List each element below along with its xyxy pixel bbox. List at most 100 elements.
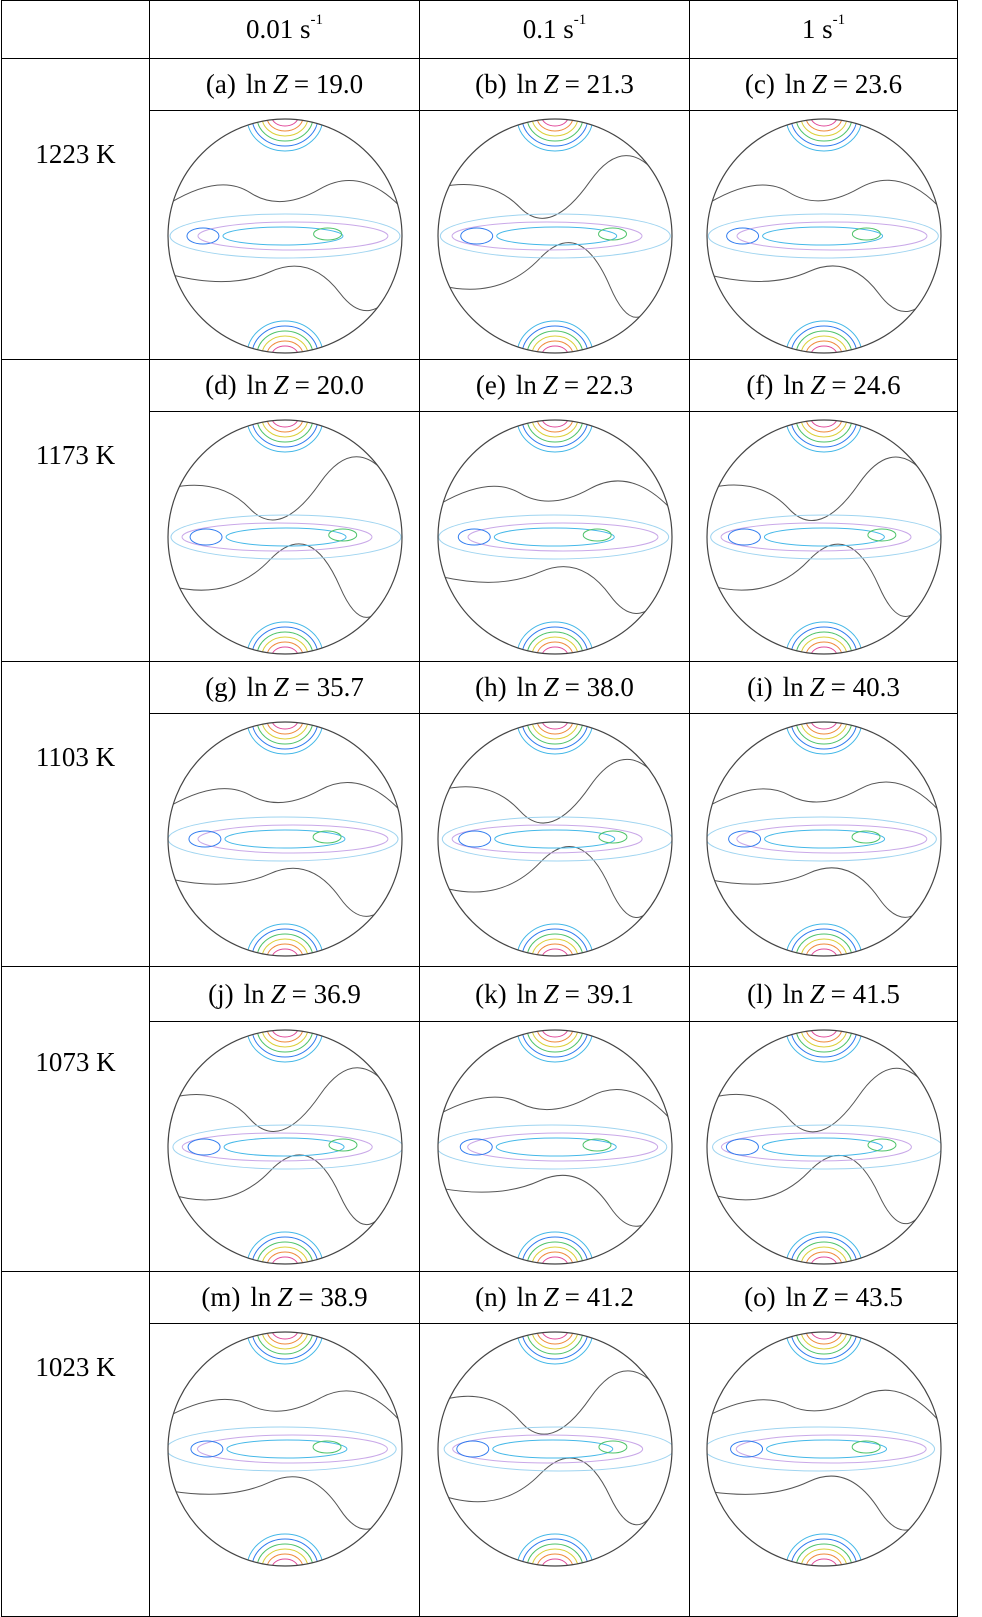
pole-contour [795, 933, 852, 956]
band-contour [167, 1426, 397, 1472]
outline-contour [708, 179, 939, 312]
pole-contour [526, 933, 583, 956]
contours [708, 1030, 941, 1264]
pole-contour [526, 1543, 583, 1566]
panel-var: Z [810, 370, 826, 400]
panel-var: Z [543, 1282, 559, 1312]
pole-contour [800, 722, 847, 740]
pole-contour [800, 938, 847, 956]
band-contour [169, 213, 400, 259]
image-row [2, 1323, 958, 1617]
pole-contour [536, 420, 573, 433]
panel-tag: (f) [746, 370, 774, 400]
pole-contour [785, 320, 862, 353]
band-peak [725, 227, 759, 245]
band-peak [582, 1138, 612, 1152]
band-peak [455, 1440, 489, 1458]
pole-contour [541, 1332, 568, 1340]
band-contour [707, 213, 939, 259]
pole-contour [266, 1553, 303, 1566]
pole-contour [516, 621, 593, 654]
pole-contour [526, 722, 583, 745]
panel-tag: (o) [744, 1282, 776, 1312]
pole-boundary [705, 118, 942, 354]
image-cell [419, 1021, 690, 1272]
band-contour [493, 829, 615, 849]
pole-contour [810, 119, 837, 127]
panel-label: (m) ln Z = 38.9 [149, 1271, 420, 1324]
pole-contour [785, 1030, 862, 1063]
pole-contour [266, 943, 303, 956]
pole-contour [266, 340, 303, 353]
pole-contour [541, 646, 568, 654]
pole-contour [521, 722, 588, 750]
pole-contour [795, 119, 852, 142]
panel-label: (o) ln Z = 43.5 [689, 1271, 958, 1324]
pole-contour [795, 420, 852, 443]
image-row [2, 411, 958, 662]
image-cell [419, 110, 690, 360]
pole-contour [516, 420, 593, 453]
panel-expr: ln [516, 69, 538, 99]
pole-contour [810, 1558, 837, 1566]
pole-contour [521, 928, 588, 956]
pole-contour [266, 641, 303, 654]
pole-boundary [166, 1331, 403, 1567]
band-contour [765, 1439, 887, 1459]
pole-contour [531, 335, 578, 353]
pole-contour [521, 1538, 588, 1566]
pole-contour [800, 1548, 847, 1566]
pole-boundary [436, 721, 673, 957]
label-row: 1103 K (g) ln Z = 35.7 (h) ln Z = 38.0 (i) ln Z = 40… [1, 661, 958, 967]
panel-expr: ln [246, 672, 268, 702]
panel-value: = 24.6 [831, 370, 901, 400]
pole-figure [705, 1331, 942, 1567]
band-peak [597, 830, 627, 844]
pole-figure [166, 419, 403, 655]
pole-figure [166, 1029, 403, 1265]
pole-contour [541, 1030, 568, 1038]
image-cell [689, 110, 958, 360]
temperature-cell: 1103 K [1, 661, 150, 967]
pole-contour [256, 1332, 313, 1355]
image-cell [149, 411, 420, 662]
contours [706, 1332, 939, 1566]
band-peak [597, 227, 627, 241]
pole-contour [516, 320, 593, 353]
pole-figure [166, 1331, 403, 1567]
panel-tag: (n) [475, 1282, 507, 1312]
pole-contour [795, 631, 852, 654]
panel-value: = 22.3 [563, 370, 634, 400]
band-peak [185, 227, 219, 245]
band-contour [437, 1124, 667, 1170]
temperature-cell: 1223 K [1, 58, 150, 360]
rate-exponent: -1 [310, 12, 324, 28]
outline-contour [439, 155, 670, 318]
pole-contour [541, 948, 568, 956]
pole-boundary [436, 1029, 673, 1265]
pole-contour [810, 722, 837, 730]
pole-contour [785, 621, 862, 654]
panel-value: = 39.1 [564, 978, 634, 1009]
panel-var: Z [809, 978, 825, 1009]
pole-contour [246, 1533, 323, 1566]
pole-contour [541, 119, 568, 127]
panel-tag: (m) [201, 1282, 241, 1312]
band-contour [171, 1124, 402, 1170]
panel-expr: ln [515, 370, 537, 400]
band-contour [196, 221, 388, 251]
pole-contour [256, 722, 313, 745]
panel-value: = 21.3 [564, 69, 634, 99]
pole-contour [536, 119, 573, 132]
band-contour [225, 527, 347, 547]
band-contour [735, 824, 927, 854]
band-contour [437, 514, 669, 560]
rate-exponent: -1 [832, 12, 846, 28]
band-peak [727, 528, 761, 546]
band-contour [196, 1434, 388, 1464]
pole-contour [790, 928, 857, 956]
band-contour [466, 1132, 658, 1162]
panel-value: = 23.6 [832, 69, 903, 99]
outline-contour [708, 1389, 939, 1531]
pole-contour [516, 1533, 593, 1566]
